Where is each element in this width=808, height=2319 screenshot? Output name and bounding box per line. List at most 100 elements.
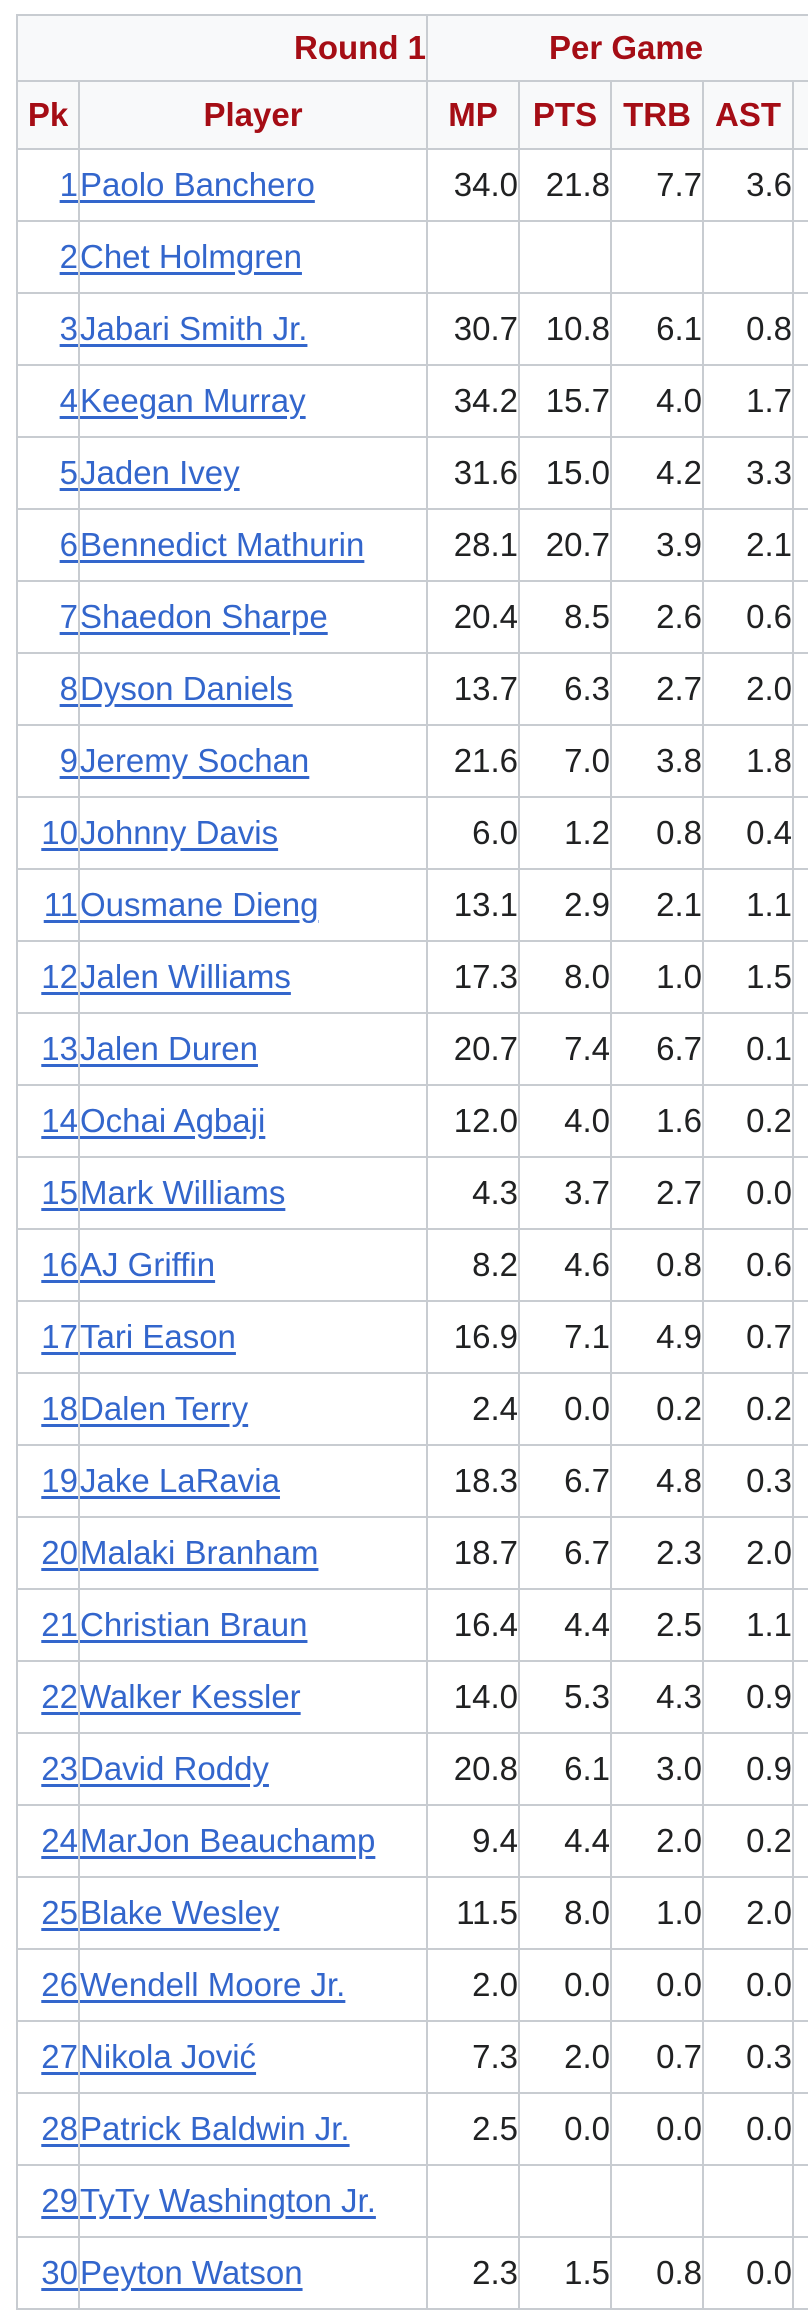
player-name-link[interactable]: Chet Holmgren xyxy=(80,238,302,275)
table-row: 17 Tari Eason 16.9 7.1 4.9 0.7 xyxy=(16,1300,808,1374)
pick-cell: 3 xyxy=(16,292,80,366)
player-cell: AJ Griffin xyxy=(77,1228,429,1302)
pick-number-link[interactable]: 17 xyxy=(41,1318,78,1355)
player-cell: Ousmane Dieng xyxy=(77,868,429,942)
assists-cell: 0.3 xyxy=(702,2020,795,2094)
column-header-player[interactable]: Player xyxy=(77,80,429,150)
pick-number-link[interactable]: 18 xyxy=(41,1390,78,1427)
pick-number-link[interactable]: 22 xyxy=(41,1678,78,1715)
pick-cell: 30 xyxy=(16,2236,80,2310)
pick-number-link[interactable]: 27 xyxy=(41,2038,78,2075)
player-name-link[interactable]: Jeremy Sochan xyxy=(80,742,310,779)
pick-number-link[interactable]: 15 xyxy=(41,1174,78,1211)
pick-number-link[interactable]: 21 xyxy=(41,1606,78,1643)
assists-cell: 0.0 xyxy=(702,1156,795,1230)
points-cell: 6.7 xyxy=(518,1444,613,1518)
pick-number-link[interactable]: 16 xyxy=(41,1246,78,1283)
minutes-cell: 2.3 xyxy=(426,2236,521,2310)
player-name-link[interactable]: Wendell Moore Jr. xyxy=(80,1966,346,2003)
player-name-link[interactable]: Jalen Duren xyxy=(80,1030,258,1067)
pick-number-link[interactable]: 10 xyxy=(41,814,78,851)
player-name-link[interactable]: Christian Braun xyxy=(80,1606,308,1643)
pick-number-link[interactable]: 11 xyxy=(43,886,78,923)
pick-number-link[interactable]: 2 xyxy=(59,238,78,275)
points-cell: 7.4 xyxy=(518,1012,613,1086)
player-name-link[interactable]: Ousmane Dieng xyxy=(80,886,319,923)
pick-number-link[interactable]: 4 xyxy=(59,382,78,419)
pick-number-link[interactable]: 25 xyxy=(41,1894,78,1931)
player-name-link[interactable]: Keegan Murray xyxy=(80,382,306,419)
player-name-link[interactable]: Jaden Ivey xyxy=(80,454,240,491)
player-name-link[interactable]: Jalen Williams xyxy=(80,958,291,995)
pick-number-link[interactable]: 14 xyxy=(41,1102,78,1139)
player-name-link[interactable]: Tari Eason xyxy=(80,1318,236,1355)
column-header-trb[interactable]: TRB xyxy=(610,80,705,150)
overflow-cell xyxy=(792,1804,808,1878)
pick-cell: 15 xyxy=(16,1156,80,1230)
player-cell: Ochai Agbaji xyxy=(77,1084,429,1158)
pick-number-link[interactable]: 29 xyxy=(41,2182,78,2219)
rebounds-cell: 2.0 xyxy=(610,1804,705,1878)
pick-number-link[interactable]: 19 xyxy=(41,1462,78,1499)
pick-number-link[interactable]: 24 xyxy=(41,1822,78,1859)
pick-number-link[interactable]: 8 xyxy=(59,670,78,707)
player-name-link[interactable]: David Roddy xyxy=(80,1750,269,1787)
rebounds-cell: 1.6 xyxy=(610,1084,705,1158)
player-name-link[interactable]: Ochai Agbaji xyxy=(80,1102,266,1139)
player-name-link[interactable]: Blake Wesley xyxy=(80,1894,280,1931)
pick-number-link[interactable]: 1 xyxy=(59,166,78,203)
player-name-link[interactable]: AJ Griffin xyxy=(80,1246,216,1283)
player-name-link[interactable]: Malaki Branham xyxy=(80,1534,319,1571)
player-name-link[interactable]: Walker Kessler xyxy=(80,1678,301,1715)
overflow-cell xyxy=(792,1156,808,1230)
column-header-ast[interactable]: AST xyxy=(702,80,795,150)
player-name-link[interactable]: Patrick Baldwin Jr. xyxy=(80,2110,350,2147)
pick-number-link[interactable]: 28 xyxy=(41,2110,78,2147)
points-cell: 0.0 xyxy=(518,1948,613,2022)
pick-cell: 1 xyxy=(16,148,80,222)
pick-number-link[interactable]: 30 xyxy=(41,2254,78,2291)
points-cell: 6.1 xyxy=(518,1732,613,1806)
player-name-link[interactable]: Dyson Daniels xyxy=(80,670,293,707)
points-cell: 15.0 xyxy=(518,436,613,510)
points-cell: 20.7 xyxy=(518,508,613,582)
pick-number-link[interactable]: 23 xyxy=(41,1750,78,1787)
minutes-cell: 20.7 xyxy=(426,1012,521,1086)
rebounds-cell: 0.2 xyxy=(610,1372,705,1446)
player-name-link[interactable]: TyTy Washington Jr. xyxy=(80,2182,376,2219)
pick-number-link[interactable]: 26 xyxy=(41,1966,78,2003)
draft-stats-table: Round 1 Per Game Pk Player MP PTS TRB AS… xyxy=(15,14,808,2310)
player-name-link[interactable]: Dalen Terry xyxy=(80,1390,249,1427)
player-name-link[interactable]: Shaedon Sharpe xyxy=(80,598,328,635)
column-header-pk[interactable]: Pk xyxy=(16,80,80,150)
player-cell: Bennedict Mathurin xyxy=(77,508,429,582)
player-name-link[interactable]: Mark Williams xyxy=(80,1174,286,1211)
player-name-link[interactable]: Bennedict Mathurin xyxy=(80,526,365,563)
player-cell: Blake Wesley xyxy=(77,1876,429,1950)
overflow-cell xyxy=(792,1516,808,1590)
player-name-link[interactable]: Johnny Davis xyxy=(80,814,279,851)
points-cell: 4.0 xyxy=(518,1084,613,1158)
pick-number-link[interactable]: 20 xyxy=(41,1534,78,1571)
column-header-mp[interactable]: MP xyxy=(426,80,521,150)
pick-number-link[interactable]: 12 xyxy=(41,958,78,995)
minutes-cell: 4.3 xyxy=(426,1156,521,1230)
pick-number-link[interactable]: 6 xyxy=(59,526,78,563)
player-name-link[interactable]: Peyton Watson xyxy=(80,2254,303,2291)
player-name-link[interactable]: Jake LaRavia xyxy=(80,1462,280,1499)
pick-number-link[interactable]: 9 xyxy=(59,742,78,779)
player-name-link[interactable]: Nikola Jović xyxy=(80,2038,257,2075)
pick-number-link[interactable]: 7 xyxy=(59,598,78,635)
player-name-link[interactable]: Jabari Smith Jr. xyxy=(80,310,308,347)
pick-cell: 17 xyxy=(16,1300,80,1374)
player-name-link[interactable]: MarJon Beauchamp xyxy=(80,1822,376,1859)
pick-number-link[interactable]: 13 xyxy=(41,1030,78,1067)
pick-cell: 20 xyxy=(16,1516,80,1590)
pick-cell: 6 xyxy=(16,508,80,582)
points-cell: 2.9 xyxy=(518,868,613,942)
player-cell: Wendell Moore Jr. xyxy=(77,1948,429,2022)
pick-number-link[interactable]: 3 xyxy=(59,310,78,347)
column-header-pts[interactable]: PTS xyxy=(518,80,613,150)
pick-number-link[interactable]: 5 xyxy=(59,454,78,491)
player-name-link[interactable]: Paolo Banchero xyxy=(80,166,315,203)
